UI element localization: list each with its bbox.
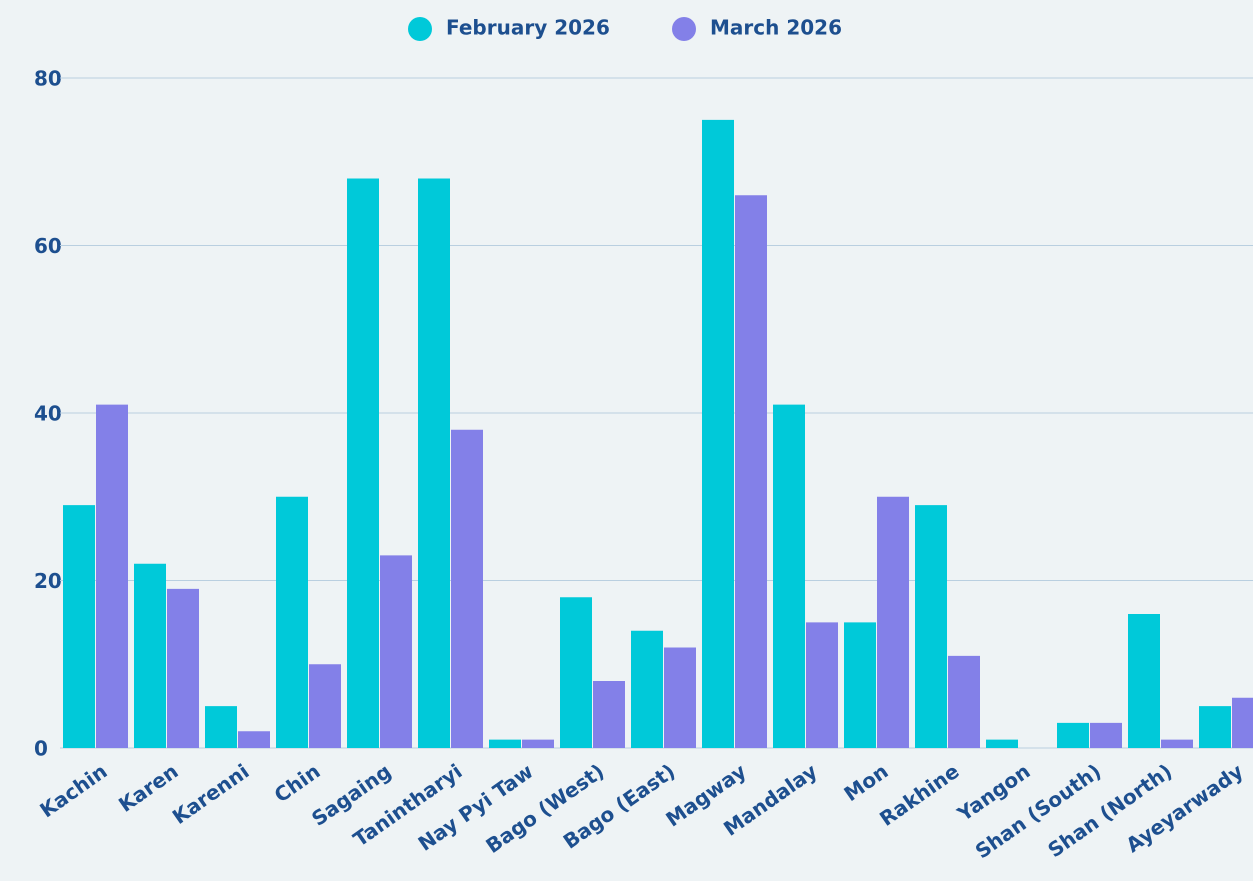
bar — [96, 404, 128, 748]
bar — [631, 630, 663, 748]
y-tick-label: 20 — [34, 569, 62, 593]
legend-swatch — [672, 17, 696, 41]
bar — [1232, 697, 1253, 748]
bar — [773, 404, 805, 748]
bar — [134, 563, 166, 748]
bar — [877, 496, 909, 748]
bar — [522, 739, 554, 748]
bar — [560, 597, 592, 748]
bar — [347, 178, 379, 748]
y-tick-label: 60 — [34, 234, 62, 258]
bar — [593, 681, 625, 748]
bar — [806, 622, 838, 748]
legend-label: February 2026 — [446, 16, 610, 40]
bar — [451, 429, 483, 748]
bar — [238, 731, 270, 748]
bar — [915, 505, 947, 748]
bar — [735, 195, 767, 748]
bar — [1057, 722, 1089, 748]
bar — [276, 496, 308, 748]
bar — [1161, 739, 1193, 748]
bar — [63, 505, 95, 748]
bar — [380, 555, 412, 748]
legend-label: March 2026 — [710, 16, 842, 40]
bar — [205, 706, 237, 748]
bar — [844, 622, 876, 748]
bar — [664, 647, 696, 748]
y-tick-label: 40 — [34, 402, 62, 426]
bar — [948, 655, 980, 748]
bar — [167, 588, 199, 748]
bar — [1128, 614, 1160, 748]
legend-swatch — [408, 17, 432, 41]
bar — [986, 739, 1018, 748]
y-tick-label: 0 — [34, 737, 48, 761]
bar — [702, 119, 734, 748]
bar — [1090, 722, 1122, 748]
y-tick-label: 80 — [34, 67, 62, 91]
bar — [1199, 706, 1231, 748]
bar — [418, 178, 450, 748]
bar — [489, 739, 521, 748]
bar — [309, 664, 341, 748]
